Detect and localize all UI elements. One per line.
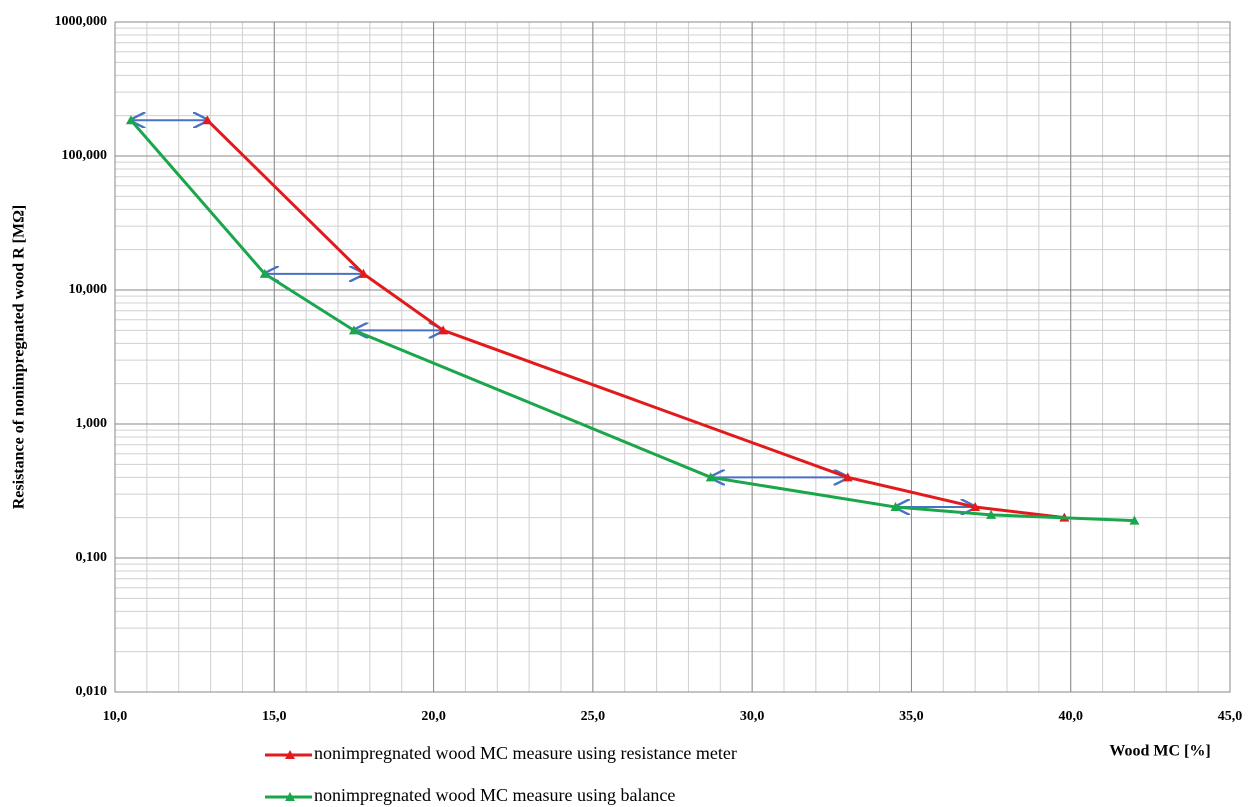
- x-tick-label: 10,0: [103, 709, 128, 724]
- legend-label: nonimpregnated wood MC measure using res…: [314, 743, 737, 763]
- y-tick-label: 0,010: [76, 684, 108, 699]
- legend-marker: [285, 792, 295, 801]
- point: [705, 472, 716, 482]
- x-tick-label: 40,0: [1058, 709, 1083, 724]
- point: [125, 115, 136, 125]
- x-tick-label: 30,0: [740, 709, 765, 724]
- x-tick-label: 45,0: [1218, 709, 1243, 724]
- y-tick-label: 10,000: [69, 282, 108, 297]
- x-tick-label: 35,0: [899, 709, 924, 724]
- y-tick-label: 1000,000: [55, 14, 108, 29]
- point: [348, 325, 359, 335]
- point: [259, 268, 270, 278]
- series-line: [206, 119, 1065, 520]
- x-tick-label: 20,0: [421, 709, 446, 724]
- x-tick-label: 25,0: [581, 709, 606, 724]
- plot-frame: [114, 21, 1231, 693]
- y-tick-label: 0,100: [76, 550, 108, 565]
- series-line: [129, 119, 1135, 523]
- point: [986, 509, 997, 519]
- legend-marker: [285, 750, 295, 759]
- point: [438, 325, 449, 335]
- point: [358, 268, 369, 278]
- x-axis-label: Wood MC [%]: [1109, 743, 1210, 760]
- point: [1129, 515, 1140, 525]
- point: [202, 115, 213, 125]
- legend-label: nonimpregnated wood MC measure using bal…: [314, 785, 675, 805]
- y-tick-label: 100,000: [62, 148, 108, 163]
- point: [842, 472, 853, 482]
- point: [970, 502, 981, 512]
- y-tick-label: 1,000: [76, 416, 108, 431]
- x-tick-label: 15,0: [262, 709, 287, 724]
- point: [890, 502, 901, 512]
- y-axis-label: Resistance of nonimpregnated wood R [MΩ]: [11, 205, 28, 510]
